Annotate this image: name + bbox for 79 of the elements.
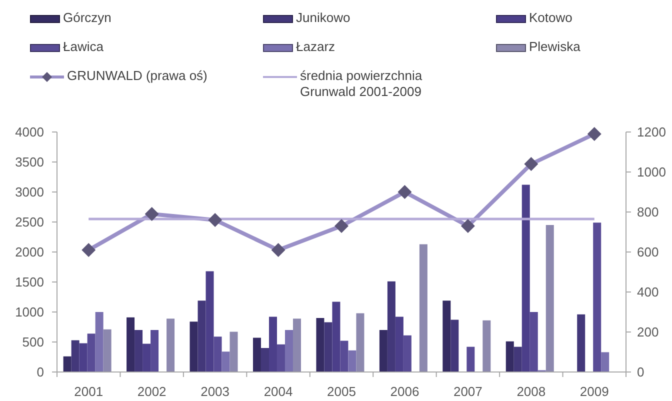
x-tick-label: 2006: [390, 384, 420, 400]
bar: [284, 330, 293, 372]
bar: [546, 225, 554, 372]
x-tick-label: 2008: [516, 384, 546, 400]
bar: [387, 281, 396, 372]
bar: [332, 302, 340, 372]
bar: [126, 317, 135, 372]
bar: [506, 341, 514, 372]
x-tick-label: 2002: [137, 384, 166, 400]
bar: [63, 356, 72, 372]
bar: [593, 222, 602, 372]
bar: [292, 318, 301, 372]
bar: [230, 332, 238, 372]
y2-tick-label: 1000: [637, 164, 666, 180]
bar: [316, 318, 324, 372]
legend-label: GRUNWALD (prawa oś): [67, 68, 208, 84]
bar: [450, 320, 459, 372]
bar: [79, 343, 88, 372]
y2-tick-label: 1200: [637, 124, 666, 140]
legend-label: Ławica: [63, 39, 104, 55]
x-tick-label: 2009: [580, 384, 609, 400]
bar: [348, 350, 356, 372]
x-tick-label: 2004: [264, 384, 293, 400]
y-tick-label: 3500: [15, 154, 44, 170]
bar: [95, 312, 104, 372]
bar: [87, 334, 96, 372]
bar: [71, 340, 80, 372]
bar: [340, 340, 348, 372]
bar: [419, 244, 428, 372]
bar: [442, 300, 451, 372]
bar: [356, 313, 364, 372]
bar: [134, 330, 143, 372]
bar: [214, 336, 222, 372]
bar: [260, 348, 269, 372]
bar: [530, 312, 538, 372]
bar: [514, 346, 522, 372]
bar: [268, 316, 277, 372]
legend-label: Junikowo: [296, 10, 350, 26]
bar: [198, 300, 206, 372]
bar: [379, 330, 388, 372]
y2-tick-label: 600: [637, 244, 659, 260]
y-tick-label: 3000: [15, 184, 44, 200]
bar: [190, 322, 198, 372]
bar: [252, 338, 261, 372]
bar: [206, 271, 214, 372]
y-tick-label: 0: [36, 364, 44, 380]
bar: [403, 335, 412, 372]
bar: [103, 329, 112, 372]
bar: [522, 184, 530, 372]
bar: [142, 344, 151, 372]
bar: [150, 330, 159, 372]
x-tick-label: 2005: [327, 384, 356, 400]
y-tick-label: 500: [22, 334, 44, 350]
y2-tick-label: 200: [637, 324, 659, 340]
bar: [276, 344, 285, 372]
y2-tick-label: 400: [637, 284, 659, 300]
legend-label: Kotowo: [529, 10, 572, 26]
x-tick-label: 2007: [453, 384, 482, 400]
x-tick-label: 2003: [200, 384, 230, 400]
y-tick-label: 2000: [15, 244, 44, 260]
x-tick-label: 2001: [74, 384, 104, 400]
y-tick-label: 2500: [15, 214, 44, 230]
bar: [395, 316, 404, 372]
bar: [601, 352, 610, 372]
bar: [482, 320, 491, 372]
y-tick-label: 4000: [15, 124, 44, 140]
legend-label: Łazarz: [296, 39, 336, 55]
bar: [324, 322, 332, 372]
legend-label: średnia powierzchnia Grunwald 2001-2009: [300, 68, 424, 100]
bar: [222, 352, 230, 372]
y2-tick-label: 800: [637, 204, 659, 220]
legend-label: Plewiska: [529, 39, 580, 55]
bar: [166, 318, 175, 372]
legend-label: Górczyn: [63, 10, 112, 26]
bar: [577, 314, 586, 372]
y2-tick-label: 0: [637, 364, 644, 380]
y-tick-label: 1000: [15, 304, 44, 320]
y-tick-label: 1500: [15, 274, 44, 290]
bar: [466, 346, 475, 372]
